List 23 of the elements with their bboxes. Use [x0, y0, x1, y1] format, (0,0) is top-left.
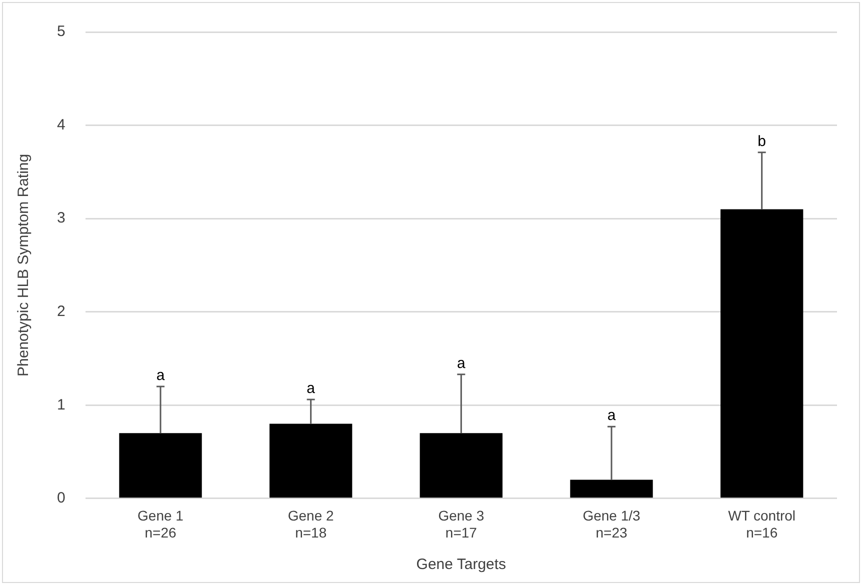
x-tick-label: Gene 1/3 n=23 — [582, 508, 641, 540]
bar — [270, 424, 352, 498]
bar — [420, 433, 503, 498]
annotation: b — [758, 132, 766, 150]
y-tick-label: 4 — [57, 116, 66, 134]
x-tick-label: Gene 1 n=26 — [138, 508, 184, 540]
x-tick-label: Gene 3 n=17 — [438, 508, 484, 540]
y-tick-label: 0 — [57, 490, 66, 507]
bar — [720, 209, 804, 498]
bar — [119, 433, 202, 498]
bar — [570, 480, 653, 498]
y-tick-label: 1 — [57, 396, 66, 414]
y-tick-label: 3 — [57, 210, 66, 227]
annotation: a — [306, 380, 316, 398]
x-tick-label: Gene 2 n=18 — [288, 508, 334, 540]
annotation: a — [156, 367, 166, 384]
y-tick-label: 2 — [57, 302, 66, 320]
x-tick-label: WT control n=16 — [728, 508, 796, 540]
annotation: a — [457, 354, 466, 372]
annotation: a — [607, 407, 616, 424]
x-axis-title: Gene Targets — [416, 556, 506, 574]
y-tick-label: 5 — [57, 23, 66, 40]
y-axis-title: Phenotypic HLB Symptom Rating — [15, 154, 32, 377]
